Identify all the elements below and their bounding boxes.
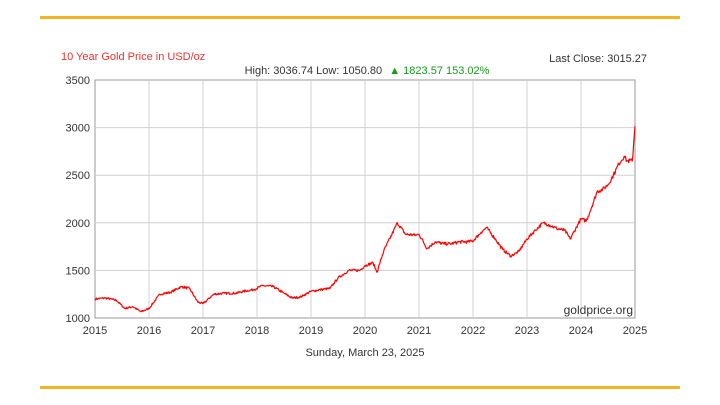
- x-tick-label: 2022: [461, 325, 485, 337]
- x-tick-label: 2024: [569, 325, 593, 337]
- watermark: goldprice.org: [564, 303, 633, 317]
- x-tick-label: 2025: [623, 325, 647, 337]
- y-tick-label: 3500: [66, 75, 90, 87]
- price-stats: High: 3036.74 Low: 1050.80 ▲ 1823.57 153…: [245, 65, 490, 77]
- axis-ticks: 2015 2016 2017 2018 2019 2020 2021 2022 2023 2024…: [66, 75, 648, 337]
- y-tick-label: 3000: [66, 123, 90, 135]
- price-series-line: [94, 126, 636, 313]
- x-tick-label: 2019: [299, 325, 323, 337]
- x-tick-label: 2020: [353, 325, 377, 337]
- y-tick-label: 1500: [66, 265, 90, 277]
- y-tick-label: 1000: [66, 313, 90, 325]
- top-divider: [40, 16, 680, 19]
- x-tick-label: 2023: [515, 325, 539, 337]
- y-tick-label: 2000: [66, 218, 90, 230]
- chart-title: 10 Year Gold Price in USD/oz: [61, 51, 205, 63]
- x-tick-label: 2017: [191, 325, 215, 337]
- x-tick-label: 2015: [83, 325, 107, 337]
- price-change: ▲ 1823.57 153.02%: [389, 65, 489, 77]
- x-tick-label: 2021: [407, 325, 431, 337]
- bottom-divider: [40, 386, 680, 389]
- grid: [95, 80, 635, 318]
- x-tick-label: 2018: [245, 325, 269, 337]
- x-tick-label: 2016: [137, 325, 161, 337]
- footer-date: Sunday, March 23, 2025: [305, 347, 424, 359]
- last-close-label: Last Close: 3015.27: [549, 53, 647, 65]
- high-low-stats: High: 3036.74 Low: 1050.80: [245, 65, 383, 77]
- y-tick-label: 2500: [66, 170, 90, 182]
